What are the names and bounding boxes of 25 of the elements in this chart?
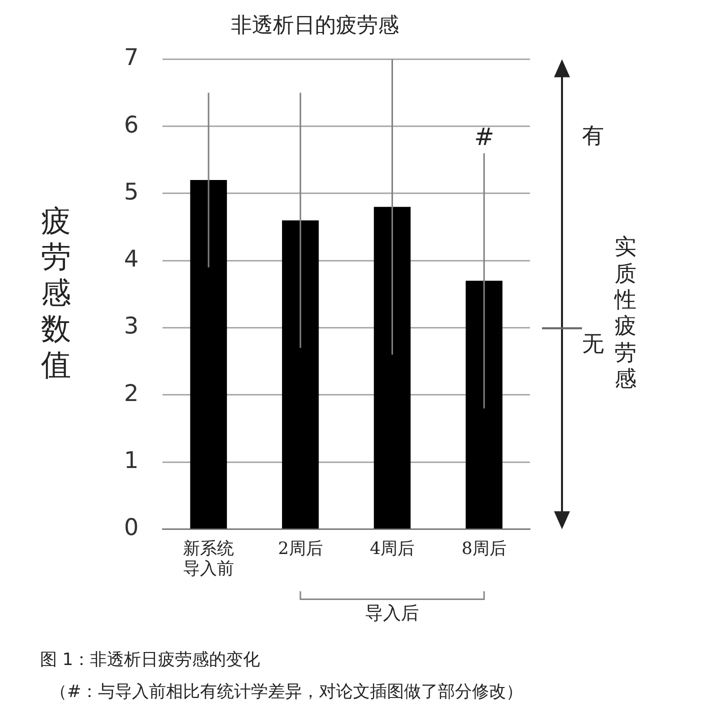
y-tick-label: 1	[124, 448, 139, 474]
bar	[374, 206, 411, 528]
chart-title: 非透析日的疲劳感	[231, 13, 399, 38]
caption: 图 1：非透析日疲劳感的变化	[40, 649, 260, 671]
x-tick-label: 8周后	[462, 538, 506, 559]
x-tick-label: 2周后	[278, 538, 323, 559]
y-tick-label: 0	[124, 515, 139, 542]
annotation: #	[474, 123, 494, 152]
x-tick-label: 新系统导入前	[183, 538, 234, 580]
y-tick-label: 5	[124, 179, 139, 206]
x-tick-label: 4周后	[370, 538, 415, 559]
text: 实质性疲劳感	[614, 235, 638, 394]
y-axis-title: 疲劳感数值	[40, 204, 72, 384]
y-tick-label: 7	[124, 45, 139, 72]
text: 导入后	[365, 602, 420, 626]
y-tick-label: 4	[124, 246, 139, 273]
text: 有	[582, 123, 604, 152]
text: 无	[582, 331, 604, 360]
y-tick-label: 2	[124, 380, 139, 407]
bar	[466, 280, 502, 528]
y-tick-label: 3	[124, 314, 139, 340]
text: （#：与导入前相比有统计学差异，对论文插图做了部分修改）	[50, 681, 524, 703]
bar	[190, 180, 227, 528]
y-tick-label: 6	[124, 112, 139, 138]
bar	[282, 220, 319, 528]
